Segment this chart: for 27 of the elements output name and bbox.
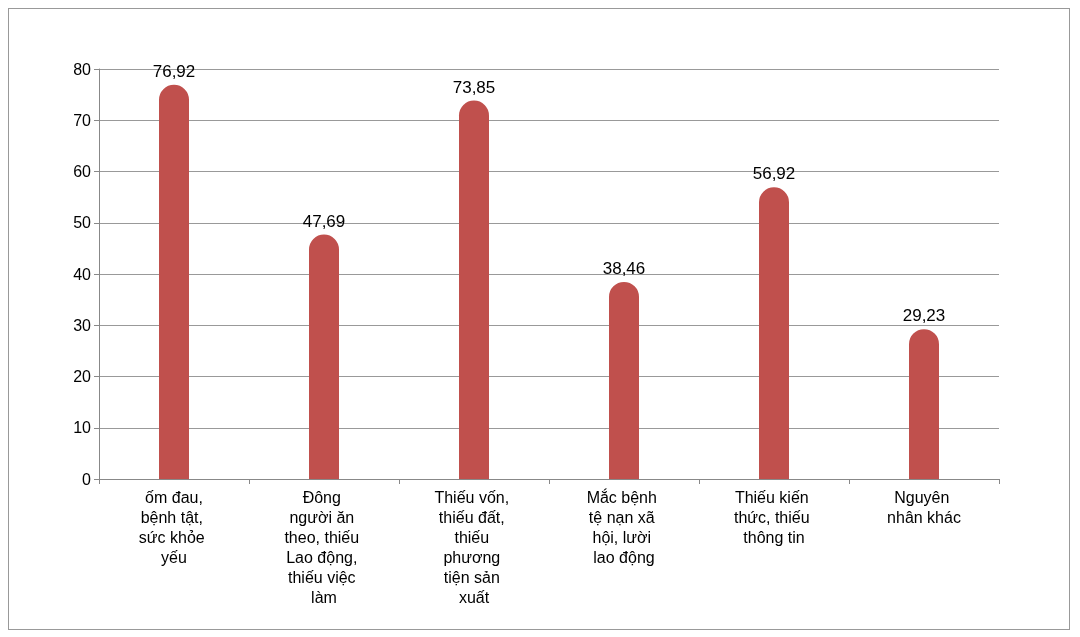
bar bbox=[759, 187, 789, 479]
x-tick-label: Mắc bệnh tệ nạn xã hội, lười lao động bbox=[586, 487, 662, 566]
data-label: 56,92 bbox=[752, 164, 796, 184]
y-tick-label: 20 bbox=[73, 368, 92, 385]
x-tick-label: Thiếu kiến thức, thiếu thông tin bbox=[733, 488, 815, 546]
y-tick-label: 80 bbox=[73, 60, 92, 78]
y-tick-label: 30 bbox=[73, 316, 92, 334]
y-tick-label: 10 bbox=[73, 419, 92, 437]
x-tick-label: Nguyên nhân khác bbox=[887, 488, 961, 526]
y-tick-label: 0 bbox=[82, 470, 92, 488]
bar bbox=[159, 84, 189, 479]
y-tick-label: 70 bbox=[73, 111, 92, 129]
y-tick-label: 60 bbox=[73, 163, 92, 180]
data-label: 38,46 bbox=[602, 258, 646, 278]
x-tick-label: Thiếu vốn, thiếu đất, thiếu phương tiện sản xuất bbox=[434, 488, 514, 606]
y-tick-label: 50 bbox=[73, 214, 92, 232]
data-label: 73,85 bbox=[452, 77, 496, 97]
bar bbox=[309, 234, 339, 479]
x-tick-label: ốm đau,bệnh tật, sức khỏe yếu bbox=[138, 488, 210, 566]
bar bbox=[909, 329, 939, 479]
y-tick-label: 40 bbox=[73, 265, 92, 283]
bar bbox=[459, 100, 489, 479]
data-label: 76,92 bbox=[152, 61, 196, 81]
x-tick-label: Đông người ăn theo, thiếu Lao động, thiếu việc làm bbox=[284, 488, 364, 606]
data-label: 47,69 bbox=[302, 211, 346, 231]
bar bbox=[609, 281, 639, 479]
data-label: 29,23 bbox=[902, 306, 946, 326]
